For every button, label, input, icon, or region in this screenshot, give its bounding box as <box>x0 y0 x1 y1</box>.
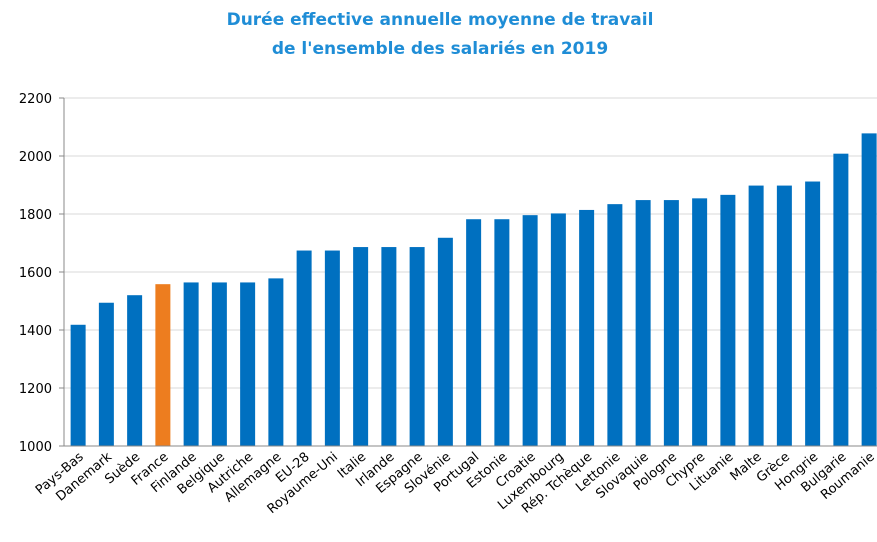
y-tick-label: 1400 <box>19 324 52 339</box>
bar <box>127 295 143 446</box>
bar <box>240 282 256 446</box>
bar <box>579 209 595 446</box>
bar <box>607 204 623 446</box>
bar <box>776 185 792 446</box>
y-tick-label: 2000 <box>19 150 52 165</box>
bar <box>353 247 369 446</box>
bar <box>155 284 171 446</box>
y-tick-label: 1800 <box>19 208 52 223</box>
chart-title: de l'ensemble des salariés en 2019 <box>272 39 608 59</box>
bar <box>437 237 453 446</box>
bar <box>466 219 482 446</box>
bar <box>324 250 340 446</box>
bar <box>268 278 284 446</box>
bar <box>833 153 849 446</box>
bar <box>70 324 86 446</box>
y-tick-label: 1600 <box>19 266 52 281</box>
bar <box>720 194 736 446</box>
bar <box>296 250 312 446</box>
bar <box>522 215 538 446</box>
y-tick-label: 2200 <box>19 92 52 107</box>
bar <box>211 282 227 446</box>
bar <box>805 181 821 446</box>
bar <box>494 219 510 446</box>
bar <box>183 282 199 446</box>
y-tick-label: 1000 <box>19 440 52 455</box>
bar <box>663 200 679 446</box>
y-tick-label: 1200 <box>19 382 52 397</box>
bar <box>748 185 764 446</box>
bar <box>635 200 651 446</box>
bar <box>98 302 114 446</box>
bar <box>861 133 877 446</box>
bar <box>381 247 397 446</box>
bar <box>409 247 425 446</box>
chart-title: Durée effective annuelle moyenne de trav… <box>227 10 654 30</box>
bar <box>550 213 566 446</box>
bar <box>692 198 708 446</box>
